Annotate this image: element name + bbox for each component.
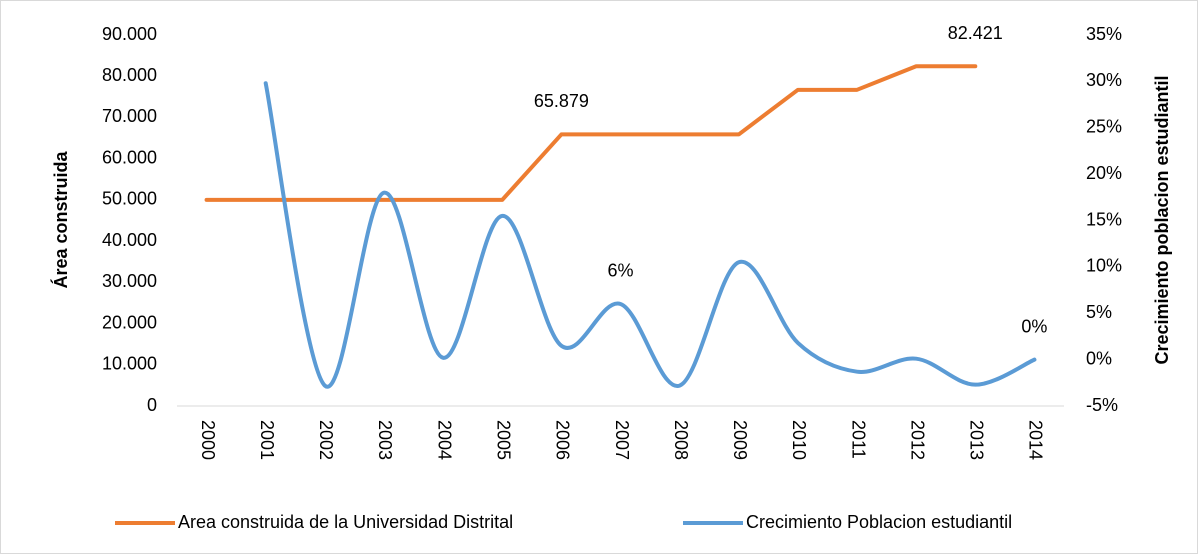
y-tick-label: 40.000 xyxy=(102,230,157,250)
x-tick-label: 2010 xyxy=(789,420,809,460)
x-tick-label: 2005 xyxy=(493,420,513,460)
x-tick-label: 2008 xyxy=(671,420,691,460)
y2-tick-label: 25% xyxy=(1086,117,1122,137)
x-tick-label: 2007 xyxy=(612,420,632,460)
y-axis-title: Área construida xyxy=(50,150,71,288)
y2-tick-label: 30% xyxy=(1086,70,1122,90)
y-tick-label: 0 xyxy=(147,395,157,415)
series-line xyxy=(263,81,1037,389)
legend-label: Crecimiento Poblacion estudiantil xyxy=(746,512,1012,532)
y2-tick-label: -5% xyxy=(1086,395,1118,415)
y-tick-label: 70.000 xyxy=(102,106,157,126)
x-tick-label: 2000 xyxy=(198,420,218,460)
y2-tick-label: 10% xyxy=(1086,256,1122,276)
x-tick-label: 2009 xyxy=(730,420,750,460)
x-tick-label: 2003 xyxy=(375,420,395,460)
data-label: 0% xyxy=(1021,316,1047,336)
data-label: 6% xyxy=(607,261,633,281)
y-tick-label: 50.000 xyxy=(102,189,157,209)
y2-tick-label: 20% xyxy=(1086,163,1122,183)
x-tick-label: 2004 xyxy=(434,420,454,460)
y2-axis-title: Crecimiento poblacion estudiantil xyxy=(1152,75,1172,364)
x-tick-label: 2012 xyxy=(907,420,927,460)
data-label: 82.421 xyxy=(948,23,1003,43)
x-tick-label: 2014 xyxy=(1026,420,1046,460)
y2-tick-label: 35% xyxy=(1086,24,1122,44)
legend-label: Area construida de la Universidad Distri… xyxy=(178,512,513,532)
y2-tick-label: 0% xyxy=(1086,348,1112,368)
y-tick-label: 20.000 xyxy=(102,312,157,332)
y-tick-label: 80.000 xyxy=(102,65,157,85)
y-tick-label: 10.000 xyxy=(102,354,157,374)
x-tick-label: 2001 xyxy=(257,420,277,460)
y2-tick-label: 15% xyxy=(1086,209,1122,229)
x-tick-label: 2006 xyxy=(553,420,573,460)
data-label: 65.879 xyxy=(534,91,589,111)
series-line xyxy=(204,64,978,202)
x-tick-label: 2013 xyxy=(967,420,987,460)
y-tick-label: 30.000 xyxy=(102,271,157,291)
y2-tick-label: 5% xyxy=(1086,302,1112,322)
y-tick-label: 60.000 xyxy=(102,147,157,167)
x-tick-label: 2011 xyxy=(848,420,868,459)
x-tick-label: 2002 xyxy=(316,420,336,460)
y-tick-label: 90.000 xyxy=(102,24,157,44)
